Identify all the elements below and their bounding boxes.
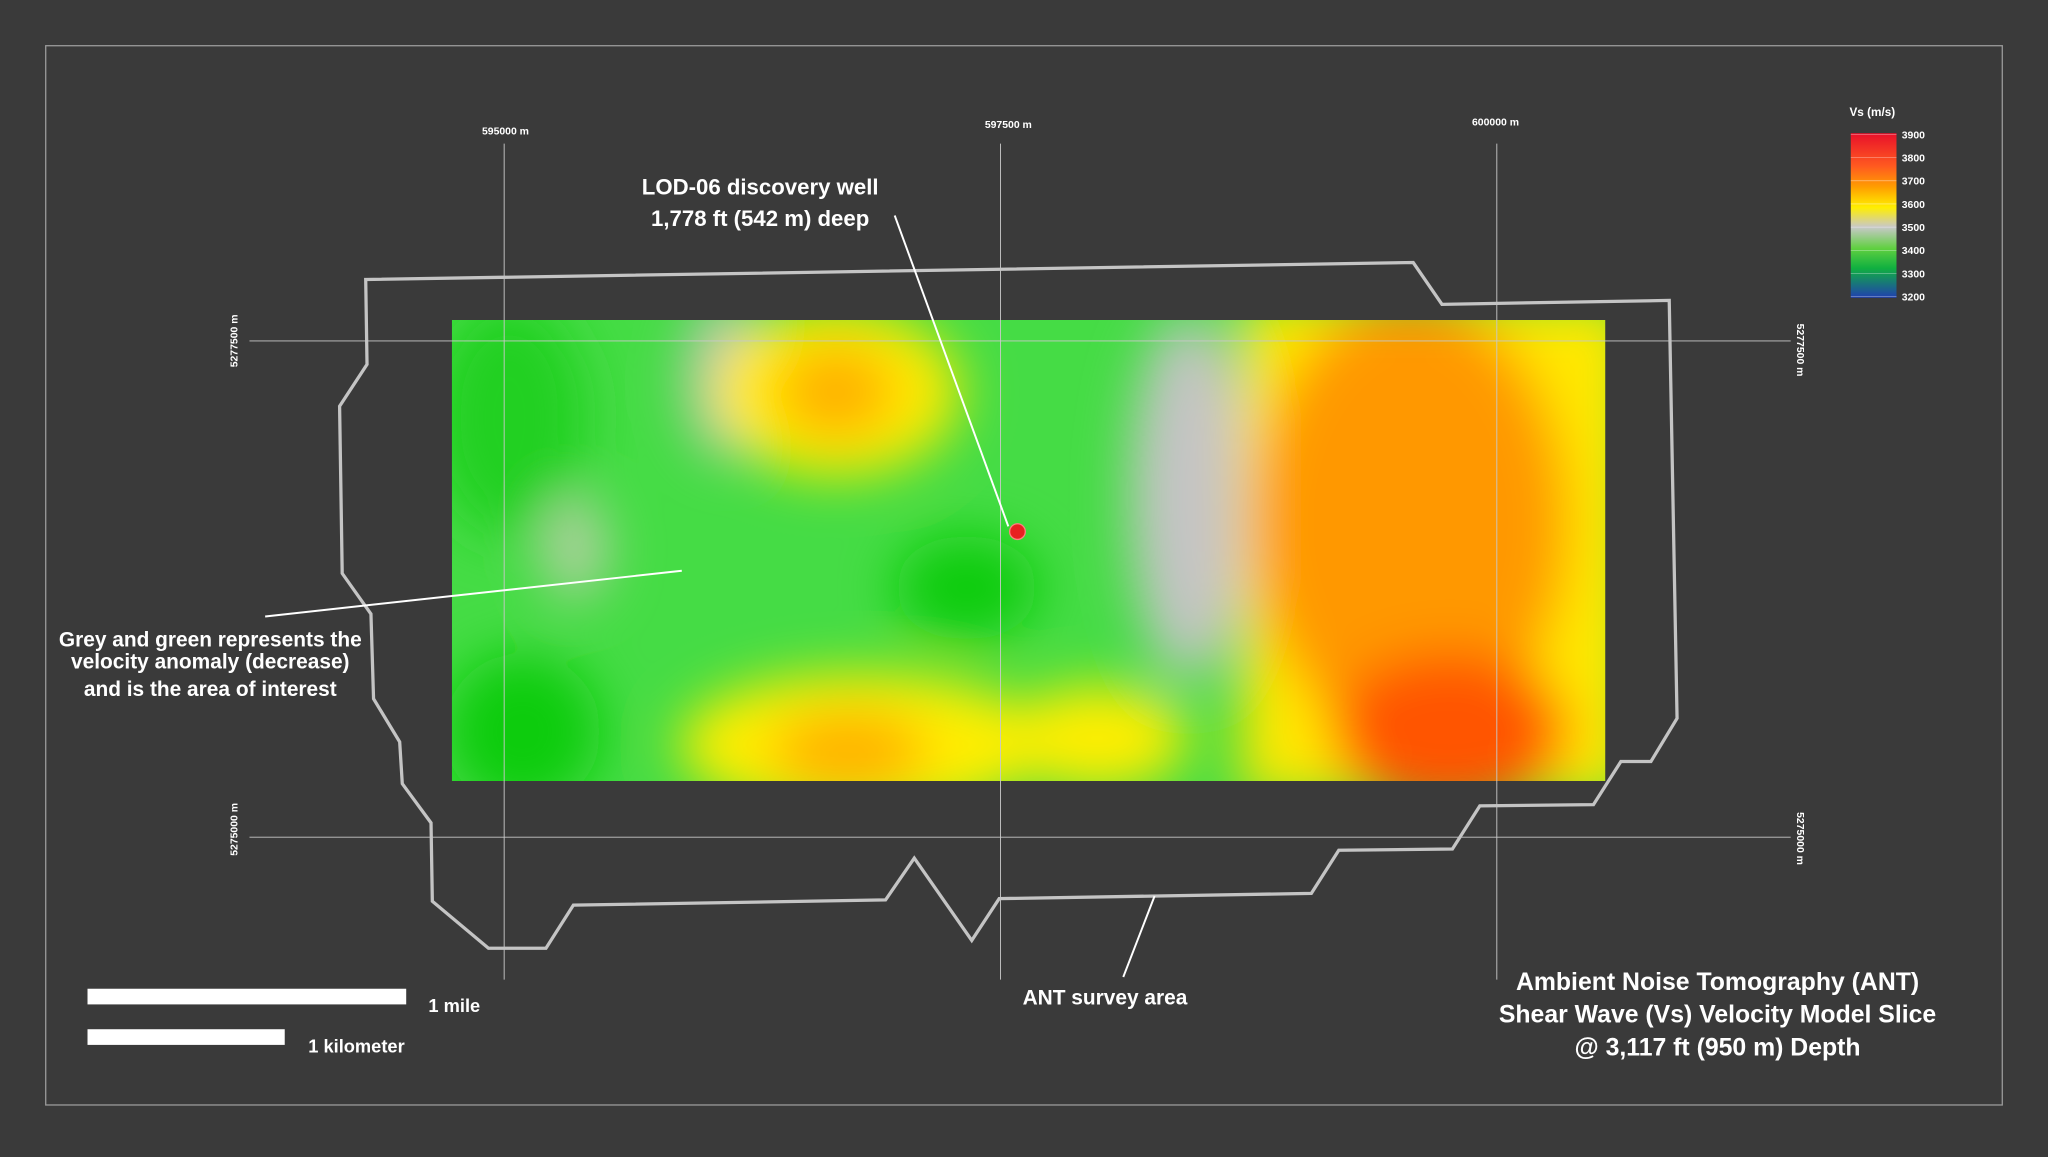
scale-label: 1 mile bbox=[428, 995, 480, 1016]
northing-label: 5275000 m bbox=[1794, 812, 1805, 865]
legend-tick-label: 3500 bbox=[1902, 223, 1925, 234]
title: Shear Wave (Vs) Velocity Model Slice bbox=[1499, 1002, 1936, 1029]
color-bar bbox=[1850, 133, 1897, 298]
legend-tick-label: 3200 bbox=[1902, 292, 1925, 303]
velocity-heatmap bbox=[451, 320, 1606, 782]
scale-bar bbox=[87, 1029, 285, 1045]
well-marker bbox=[1008, 523, 1026, 541]
easting-label: 595000 m bbox=[482, 127, 529, 138]
annotation: velocity anomaly (decrease) bbox=[71, 651, 349, 674]
well-label: LOD-06 discovery well bbox=[642, 175, 879, 200]
title: @ 3,117 ft (950 m) Depth bbox=[1575, 1034, 1861, 1061]
easting-label: 597500 m bbox=[985, 120, 1032, 131]
legend-tick-label: 3700 bbox=[1902, 177, 1925, 188]
annotation: and is the area of interest bbox=[84, 678, 337, 701]
easting-label: 600000 m bbox=[1472, 117, 1519, 128]
well-label: 1,778 ft (542 m) deep bbox=[651, 206, 869, 231]
northing-label: 5275000 m bbox=[230, 803, 241, 856]
coordinate-grid bbox=[249, 143, 1791, 980]
northing-label: 5277500 m bbox=[230, 314, 241, 367]
survey-label: ANT survey area bbox=[1023, 986, 1188, 1009]
legend-tick-label: 3300 bbox=[1902, 269, 1925, 280]
survey-outline bbox=[337, 260, 1679, 950]
leader-line bbox=[265, 569, 682, 618]
scale-bar bbox=[87, 988, 407, 1005]
legend-title: Vs (m/s) bbox=[1849, 106, 1895, 119]
leader-line bbox=[1122, 895, 1156, 978]
legend-tick-label: 3400 bbox=[1902, 246, 1925, 257]
northing-label: 5277500 m bbox=[1794, 324, 1805, 377]
leader-line bbox=[893, 215, 1010, 527]
legend-tick-label: 3800 bbox=[1902, 154, 1925, 165]
frame bbox=[45, 45, 2003, 1106]
scale-label: 1 kilometer bbox=[308, 1036, 404, 1057]
title: Ambient Noise Tomography (ANT) bbox=[1516, 969, 1919, 996]
leader-lines bbox=[265, 215, 1156, 978]
legend-tick-label: 3900 bbox=[1902, 130, 1925, 141]
legend: Vs (m/s) 3900 3800 3700 3600 3500 3400 3300 320… bbox=[1849, 106, 1925, 303]
annotation: Grey and green represents the bbox=[59, 629, 362, 652]
legend-tick-label: 3600 bbox=[1902, 200, 1925, 211]
